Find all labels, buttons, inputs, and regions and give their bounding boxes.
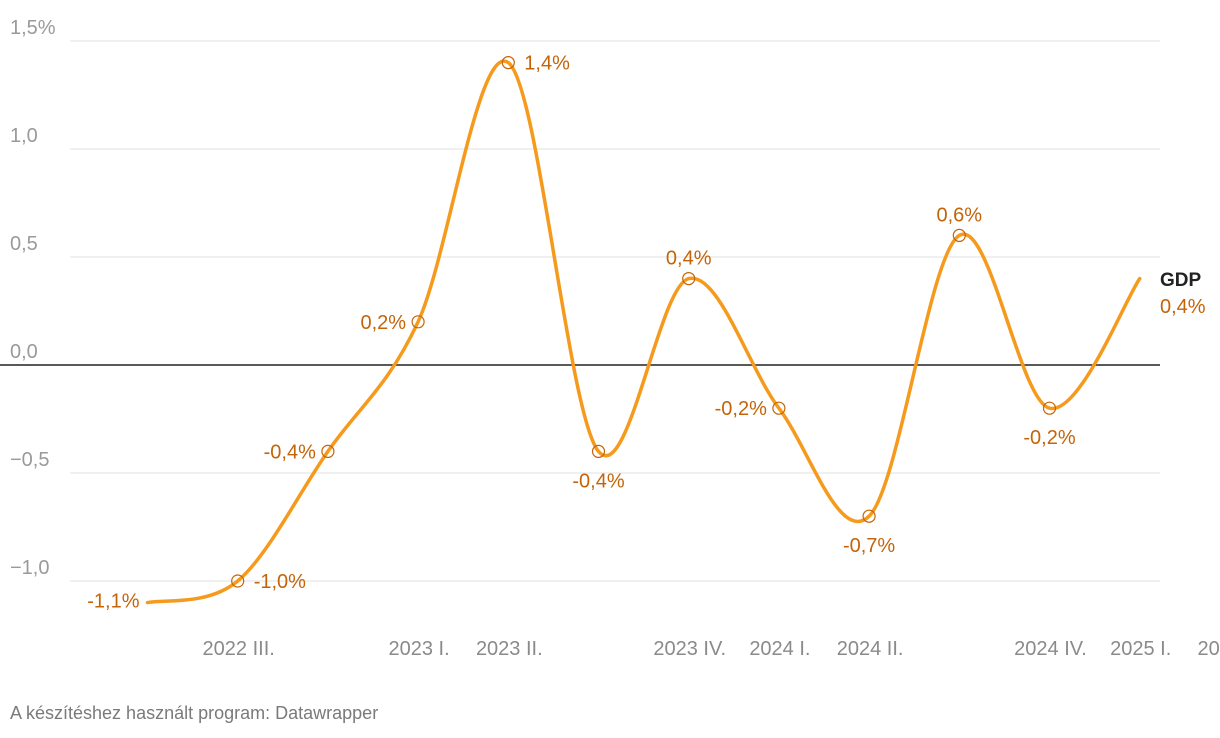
x-tick-label: 2025 I. <box>1110 638 1171 660</box>
y-tick-label: −1,0 <box>10 557 49 579</box>
x-tick-label: 2024 IV. <box>1014 638 1087 660</box>
data-label: -0,2% <box>715 398 767 420</box>
series-line-layer <box>145 59 1142 605</box>
series-last-value-label: 0,4% <box>1160 296 1206 318</box>
data-point <box>952 228 966 242</box>
data-label: -0,2% <box>1023 427 1075 449</box>
data-label: -1,1% <box>87 591 139 613</box>
x-tick-label: 2025 II. <box>1198 638 1220 660</box>
series-line-gdp <box>145 59 1142 605</box>
gdp-line-chart: 1,5%1,00,50,0−0,5−1,0 2022 III. 2023 I. 20… <box>0 17 1220 660</box>
data-label: 1,4% <box>524 53 570 75</box>
x-tick-label: 2023 IV. <box>653 638 726 660</box>
data-label: -0,4% <box>572 470 624 492</box>
x-tick-label: 2024 I. <box>749 638 810 660</box>
data-point <box>862 509 876 523</box>
grid-layer <box>0 40 1160 582</box>
x-axis-ticks: 2022 III. 2023 I. 2023 II. 2023 IV. 2024 I. 2… <box>203 638 1220 660</box>
x-tick-label: 2022 III. <box>203 638 275 660</box>
data-point <box>321 444 335 458</box>
data-label: -0,4% <box>264 441 316 463</box>
x-tick-label: 2023 I. <box>389 638 450 660</box>
data-point <box>591 444 606 458</box>
y-tick-label: 0,0 <box>10 341 38 363</box>
data-point <box>1042 401 1057 415</box>
data-point-layer <box>231 55 1057 588</box>
series-end-label: GDP 0,4% <box>1160 270 1206 318</box>
data-label: -1,0% <box>254 571 306 593</box>
data-point <box>501 55 515 70</box>
y-tick-label: 0,5 <box>10 233 38 255</box>
data-label: 0,4% <box>666 248 712 270</box>
y-tick-label: 1,0 <box>10 125 38 147</box>
y-tick-label: −0,5 <box>10 449 49 471</box>
data-point <box>772 401 786 415</box>
data-label: -0,7% <box>843 535 895 557</box>
data-point <box>682 272 696 286</box>
y-axis-ticks: 1,5% 1,0 0,5 0,0 −0,5 −1,0 <box>10 17 56 579</box>
data-point <box>411 315 425 329</box>
data-label: 0,2% <box>361 312 407 334</box>
data-label: 0,6% <box>937 204 983 226</box>
data-point <box>231 574 245 588</box>
series-name-label: GDP <box>1160 270 1202 291</box>
y-tick-label: 1,5% <box>10 17 56 39</box>
x-tick-label: 2024 II. <box>837 638 904 660</box>
footer-credit: A készítéshez használt program: Datawrap… <box>10 703 379 723</box>
x-tick-label: 2023 II. <box>476 638 543 660</box>
data-label-layer: -1,1% -1,0% -0,4% 0,2% 1,4% -0,4% 0,4% -0,2% -0,… <box>87 53 1076 613</box>
